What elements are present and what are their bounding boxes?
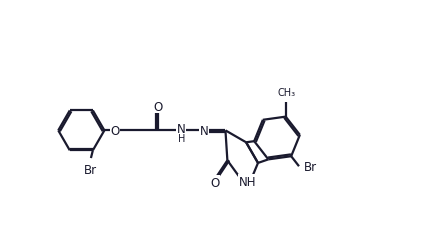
Text: CH₃: CH₃: [277, 88, 296, 98]
Text: Br: Br: [304, 160, 317, 173]
Text: NH: NH: [238, 175, 256, 188]
Text: N: N: [177, 122, 186, 135]
Text: H: H: [179, 134, 186, 143]
Text: Br: Br: [84, 163, 98, 176]
Text: O: O: [210, 176, 219, 189]
Text: N: N: [200, 124, 209, 137]
Text: O: O: [153, 100, 163, 113]
Text: O: O: [111, 124, 120, 137]
